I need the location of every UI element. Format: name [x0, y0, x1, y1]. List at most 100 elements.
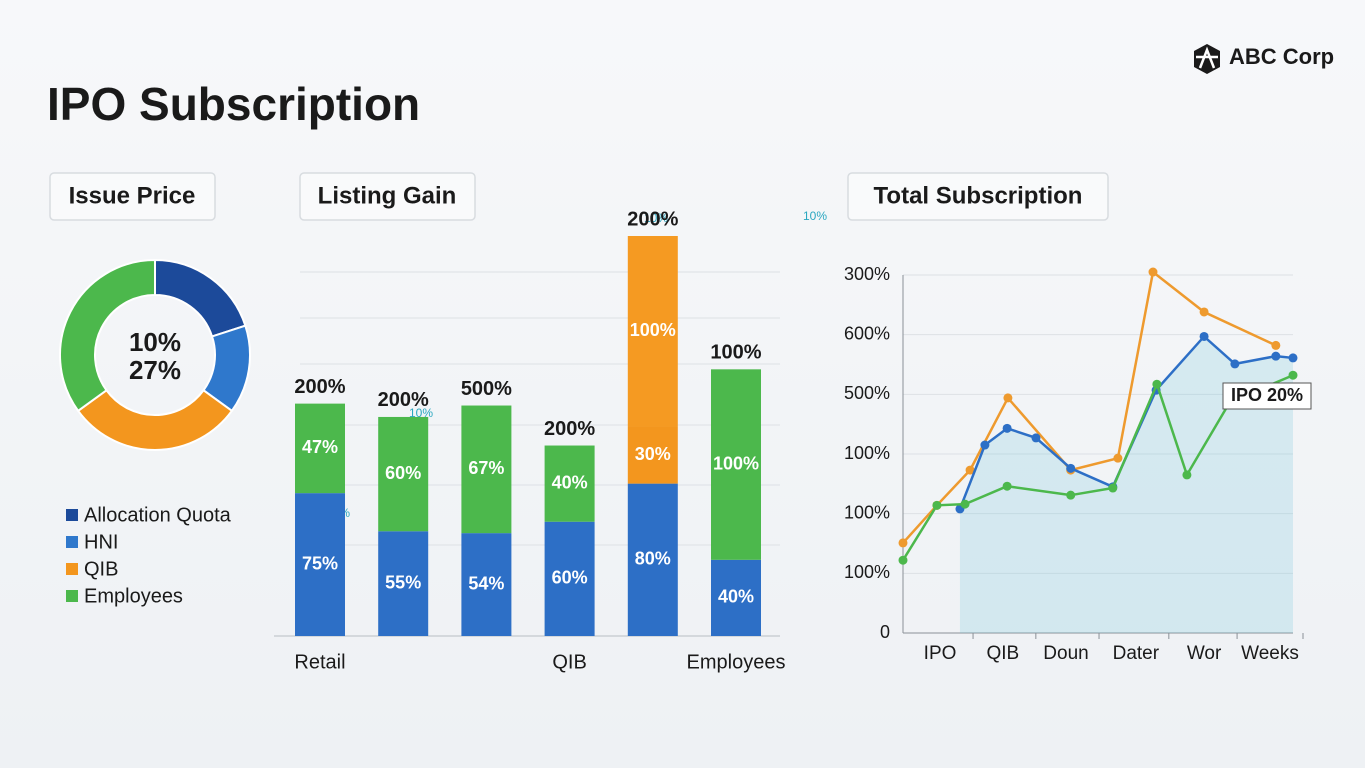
bar-total-label: 500% [461, 378, 512, 400]
logo [1194, 44, 1220, 74]
legend-label: Allocation Quota [84, 504, 232, 526]
bar-segment [711, 369, 761, 560]
line-point [965, 465, 975, 475]
line-point [1288, 353, 1298, 363]
logo-mark [1196, 46, 1218, 69]
line-point [960, 499, 970, 509]
line-point [1108, 483, 1118, 493]
line-point [1066, 463, 1076, 473]
legend-swatch [66, 509, 78, 521]
page-title: IPO Subscription [47, 78, 420, 130]
legend-label: HNI [84, 531, 118, 553]
x-tick-label: QIB [552, 651, 586, 673]
bar-segment [544, 445, 595, 522]
y-tick-label: 100% [844, 562, 890, 582]
line-point [1003, 393, 1013, 403]
bar-value-label: 40% [718, 587, 754, 607]
bar-total-label: 200% [627, 208, 678, 230]
y-tick-label: 100% [844, 502, 890, 522]
y-tick-label: 0 [880, 622, 890, 642]
bar-segment [461, 405, 512, 534]
bar-segment [378, 531, 429, 636]
bar-total-label: 200% [544, 418, 595, 440]
line-point [1288, 370, 1298, 380]
line-point [1148, 267, 1158, 277]
bar-segment [378, 416, 429, 532]
y-tick-label: 300% [844, 264, 890, 284]
line-point [1199, 331, 1209, 341]
line-point [898, 555, 908, 565]
x-tick-label: IPO [924, 643, 957, 664]
bar-value-label: 100% [713, 453, 759, 473]
donut-slice [76, 388, 234, 451]
bar-segment [461, 533, 512, 636]
bar-total-label: 200% [294, 376, 345, 398]
panel-title-box [49, 172, 216, 221]
x-tick-label: Retail [294, 651, 345, 673]
bar-value-label: 30% [635, 444, 671, 464]
line-point [1152, 379, 1162, 389]
bar-value-label: 60% [552, 568, 588, 588]
bar-grid [274, 271, 780, 637]
center-label: 10% [129, 327, 181, 357]
legend-swatch [66, 536, 78, 548]
bar-segment [627, 483, 678, 636]
panel-title: Total Subscription [874, 182, 1083, 209]
legend-swatch [66, 590, 78, 602]
line-point [1031, 433, 1041, 443]
panel-title: Issue Price [69, 182, 196, 209]
bar-total-label: 100% [710, 342, 761, 364]
bar-value-label: 60% [385, 463, 421, 483]
legend-label: QIB [84, 558, 118, 580]
annotation: 10% [803, 209, 827, 223]
area [959, 336, 1293, 633]
y-tick-label: 500% [844, 383, 890, 403]
bar-value-label: 55% [385, 572, 421, 592]
legend-swatch [66, 563, 78, 575]
bar-segment [295, 403, 345, 494]
x-tick-label: Wor [1187, 643, 1222, 664]
brand: ABC Corp [1229, 44, 1334, 69]
line-point [1182, 470, 1192, 480]
bar-segment [711, 559, 761, 636]
center-label: 27% [129, 355, 181, 385]
line-point [932, 500, 942, 510]
bar-segment [544, 521, 595, 636]
donut-slice [59, 258, 156, 413]
line-point [1230, 359, 1240, 369]
line-point [1066, 490, 1076, 500]
panel-title-box [847, 172, 1109, 221]
bar-value-label: 67% [468, 458, 504, 478]
line-point [1271, 351, 1281, 361]
y-tick-label: 600% [844, 323, 890, 343]
bar-segment [295, 493, 345, 636]
annotation-box [1222, 382, 1312, 410]
y-tick-label: 100% [844, 443, 890, 463]
x-tick-label: Dater [1113, 643, 1160, 664]
x-tick-label: Doun [1043, 643, 1088, 664]
x-tick-label: Weeks [1241, 643, 1299, 664]
annotation: 10% [644, 211, 668, 225]
line-point [980, 440, 990, 450]
bar-total-label: 200% [378, 389, 429, 411]
x-tick-label: QIB [986, 643, 1019, 664]
x-tick-label: Employees [687, 651, 786, 673]
bar-value-label: 47% [302, 437, 338, 457]
bar-value-label: 100% [630, 320, 676, 340]
line-point [1002, 423, 1012, 433]
line-series [901, 374, 1294, 561]
bar-segment [627, 236, 678, 427]
line-point [1002, 481, 1012, 491]
bar-value-label: 80% [635, 549, 671, 569]
bar-segment [627, 426, 678, 484]
panel-title-box [299, 172, 476, 221]
line-point [1113, 453, 1123, 463]
bar-value-label: 54% [468, 573, 504, 593]
line-point [898, 538, 908, 548]
legend-label: Employees [84, 585, 183, 607]
annotation: IPO 20% [1231, 385, 1303, 405]
line-point [1271, 340, 1281, 350]
donut-slice [154, 258, 247, 338]
